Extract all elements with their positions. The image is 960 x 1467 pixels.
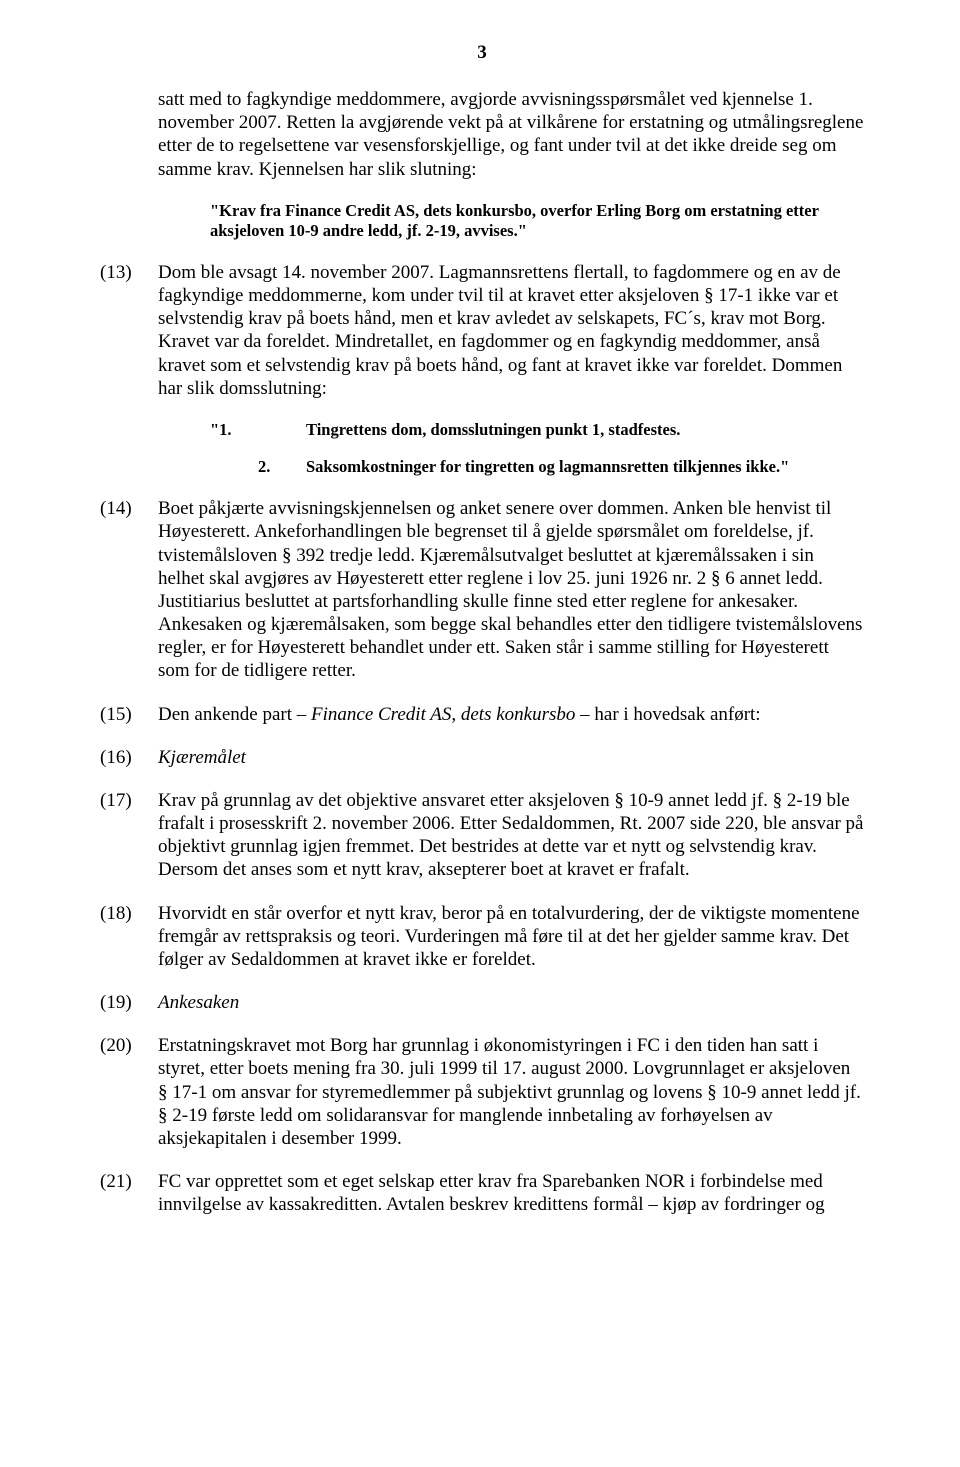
- paragraph-number: (15): [100, 703, 158, 726]
- list-number-inner: 2.: [258, 457, 306, 478]
- paragraph-body: Krav på grunnlag av det objektive ansvar…: [158, 789, 864, 882]
- paragraph-number: (13): [100, 261, 158, 284]
- domsslutning-list: "1. Tingrettens dom, domsslutningen punk…: [210, 420, 864, 477]
- paragraph-body: Erstatningskravet mot Borg har grunnlag …: [158, 1034, 864, 1150]
- document-page: 3 satt med to fagkyndige meddommere, avg…: [0, 0, 960, 1247]
- paragraph-continuation: satt med to fagkyndige meddommere, avgjo…: [100, 88, 864, 181]
- paragraph-body-heading: Ankesaken: [158, 991, 864, 1014]
- list-number-outer: "1.: [210, 420, 258, 441]
- p15-suffix: – har i hovedsak anført:: [575, 704, 760, 725]
- paragraph-body: FC var opprettet som et eget selskap ett…: [158, 1170, 864, 1216]
- paragraph-18: (18) Hvorvidt en står overfor et nytt kr…: [100, 902, 864, 972]
- paragraph-body: Hvorvidt en står overfor et nytt krav, b…: [158, 902, 864, 972]
- domsslutning-item: "1. Tingrettens dom, domsslutningen punk…: [210, 420, 864, 441]
- paragraph-body: Boet påkjærte avvisningskjennelsen og an…: [158, 497, 864, 682]
- paragraph-body: satt med to fagkyndige meddommere, avgjo…: [158, 88, 864, 181]
- paragraph-body: Dom ble avsagt 14. november 2007. Lagman…: [158, 261, 864, 400]
- page-number: 3: [100, 42, 864, 64]
- paragraph-17: (17) Krav på grunnlag av det objektive a…: [100, 789, 864, 882]
- p15-prefix: Den ankende part: [158, 704, 297, 725]
- quote-slutning: "Krav fra Finance Credit AS, dets konkur…: [210, 201, 864, 241]
- paragraph-16: (16) Kjæremålet: [100, 746, 864, 769]
- paragraph-number: (20): [100, 1034, 158, 1057]
- paragraph-13: (13) Dom ble avsagt 14. november 2007. L…: [100, 261, 864, 400]
- paragraph-number: (21): [100, 1170, 158, 1193]
- p15-italic: Finance Credit AS, dets konkursbo: [311, 704, 575, 725]
- list-body: Tingrettens dom, domsslutningen punkt 1,…: [306, 420, 864, 441]
- paragraph-body: Den ankende part – Finance Credit AS, de…: [158, 703, 864, 726]
- paragraph-20: (20) Erstatningskravet mot Borg har grun…: [100, 1034, 864, 1150]
- paragraph-number: (16): [100, 746, 158, 769]
- paragraph-number: (17): [100, 789, 158, 812]
- paragraph-number: (14): [100, 497, 158, 520]
- list-body: Saksomkostninger for tingretten og lagma…: [306, 457, 864, 478]
- paragraph-21: (21) FC var opprettet som et eget selska…: [100, 1170, 864, 1216]
- paragraph-body-heading: Kjæremålet: [158, 746, 864, 769]
- paragraph-15: (15) Den ankende part – Finance Credit A…: [100, 703, 864, 726]
- domsslutning-item: 2. Saksomkostninger for tingretten og la…: [210, 457, 864, 478]
- paragraph-number: (19): [100, 991, 158, 1014]
- paragraph-19: (19) Ankesaken: [100, 991, 864, 1014]
- paragraph-14: (14) Boet påkjærte avvisningskjennelsen …: [100, 497, 864, 682]
- paragraph-number: (18): [100, 902, 158, 925]
